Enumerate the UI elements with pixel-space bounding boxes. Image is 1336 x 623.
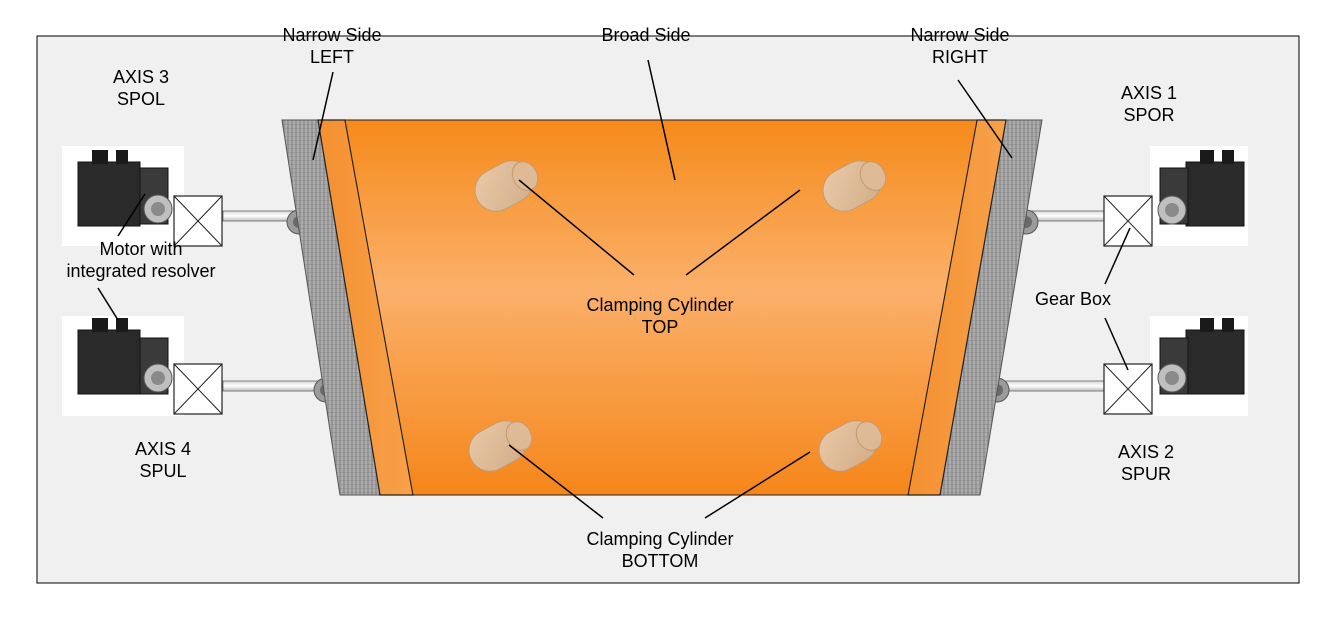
leader-clamp-bottom-right bbox=[704, 451, 811, 519]
leader-narrow-left bbox=[312, 71, 334, 161]
label-broad-side: Broad Side bbox=[601, 25, 691, 45]
broad-side-plate bbox=[344, 119, 978, 496]
label-axis3: AXIS 3 SPOL bbox=[112, 67, 170, 109]
clamping-cylinder-top-left bbox=[474, 160, 539, 212]
leader-clamp-bottom-left bbox=[508, 444, 604, 519]
clamping-cylinder-bottom-right bbox=[818, 420, 883, 472]
gearbox-axis2 bbox=[1103, 363, 1153, 415]
leader-clamp-top-right bbox=[685, 189, 801, 276]
label-narrow-side-left: Narrow Side LEFT bbox=[282, 25, 382, 67]
motor-axis3 bbox=[62, 146, 184, 246]
label-gearbox: Gear Box bbox=[1034, 289, 1112, 309]
gearbox-axis4 bbox=[173, 363, 223, 415]
leader-gearbox-top bbox=[1104, 227, 1131, 285]
leader-lines bbox=[97, 59, 1131, 519]
label-motor: Motor with integrated resolver bbox=[66, 239, 216, 281]
gearbox-axis3 bbox=[173, 195, 223, 247]
shaft-axis2 bbox=[1001, 380, 1105, 392]
label-clamping-cylinder-top: Clamping Cylinder TOP bbox=[586, 295, 734, 337]
label-axis1: AXIS 1 SPOR bbox=[1120, 83, 1178, 125]
clamping-cylinder-bottom-left bbox=[468, 420, 533, 472]
motor-axis2 bbox=[1150, 316, 1248, 416]
clamping-cylinder-top-right bbox=[822, 160, 887, 212]
leader-narrow-right bbox=[957, 79, 1013, 159]
leader-gearbox-bottom bbox=[1104, 317, 1129, 371]
label-axis4: AXIS 4 SPUL bbox=[134, 439, 192, 481]
label-clamping-cylinder-bottom: Clamping Cylinder BOTTOM bbox=[586, 529, 734, 571]
label-narrow-side-right: Narrow Side RIGHT bbox=[910, 25, 1010, 67]
leader-broad-side bbox=[647, 59, 676, 181]
motor-axis1 bbox=[1150, 146, 1248, 246]
shaft-axis4 bbox=[222, 380, 324, 392]
shaft-axis1 bbox=[1029, 210, 1107, 222]
leader-clamp-top-left bbox=[518, 179, 635, 276]
motor-axis4 bbox=[62, 316, 184, 416]
gearbox-axis1 bbox=[1103, 195, 1153, 247]
leader-motor-bottom bbox=[97, 287, 119, 321]
leader-motor-top bbox=[117, 193, 146, 237]
label-axis2: AXIS 2 SPUR bbox=[1117, 442, 1175, 484]
